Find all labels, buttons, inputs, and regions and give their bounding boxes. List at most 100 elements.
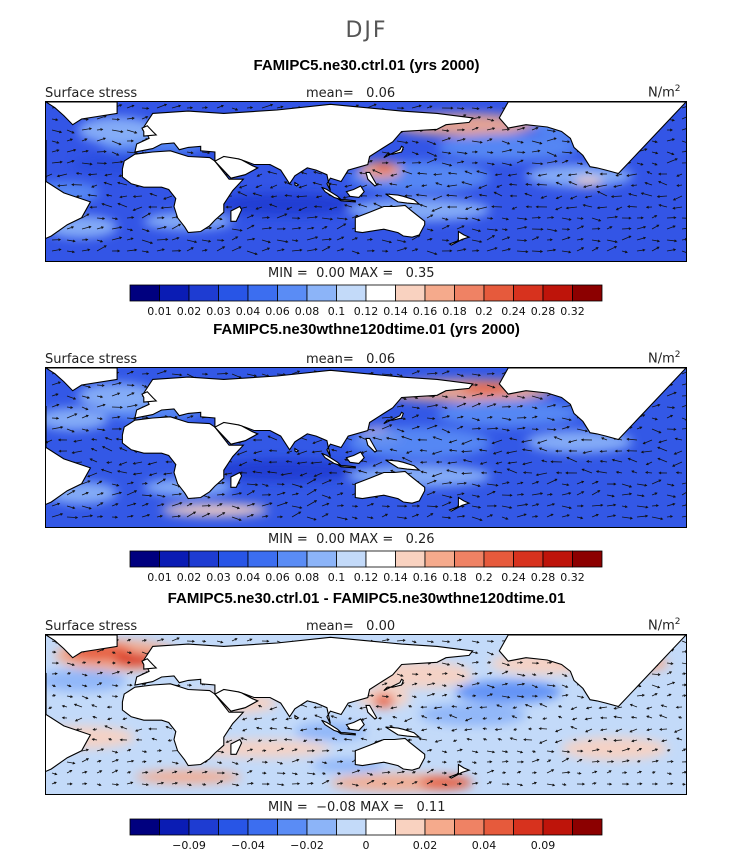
wind-vector-head <box>536 481 540 484</box>
wind-vector <box>432 206 443 212</box>
wind-vector <box>239 184 248 189</box>
wind-vector-head <box>314 738 318 742</box>
wind-vector-head <box>120 160 124 164</box>
wind-vector <box>296 195 308 198</box>
colorbar-box <box>247 550 278 568</box>
wind-vector-head <box>56 416 60 420</box>
wind-vector-head <box>600 503 604 507</box>
wind-vector <box>631 184 638 187</box>
wind-vector-head <box>522 126 526 130</box>
wind-vector-head <box>313 705 317 709</box>
wind-vector-head <box>496 704 500 707</box>
wind-vector-head <box>445 217 449 221</box>
wind-vector <box>508 173 518 176</box>
land-madagascar <box>230 738 243 755</box>
wind-vector <box>291 759 299 763</box>
wind-vector <box>501 217 509 220</box>
panel-1-map <box>45 101 687 262</box>
colorbar-box <box>129 818 160 836</box>
wind-vector <box>156 503 164 507</box>
wind-vector-head <box>505 682 509 686</box>
wind-vector-head <box>434 252 438 255</box>
wind-vector-head <box>506 128 510 131</box>
wind-vector-head <box>91 185 95 188</box>
panel-1-units: N/m2 <box>648 84 681 100</box>
wind-vector-head <box>148 473 152 477</box>
wind-vector-head <box>511 207 515 210</box>
wind-vector-head <box>658 204 662 207</box>
land-australia <box>354 204 426 238</box>
wind-vector <box>126 760 134 763</box>
wind-vector <box>90 458 98 463</box>
wind-vector-head <box>521 448 526 452</box>
wind-vector <box>46 173 53 178</box>
wind-vector <box>311 461 323 464</box>
wind-vector-head <box>432 692 436 696</box>
panel-2-units-sup: 2 <box>674 350 681 360</box>
wind-vector-head <box>672 681 676 685</box>
wind-vector <box>96 128 103 131</box>
wind-vector <box>316 195 323 198</box>
wind-vector <box>386 437 398 441</box>
wind-vector <box>681 405 686 408</box>
wind-vector-head <box>640 192 644 195</box>
wind-vector-head <box>628 192 632 196</box>
wind-vector-head <box>87 480 91 483</box>
land-africa <box>121 683 245 767</box>
wind-vector-head <box>103 150 107 153</box>
wind-vector <box>516 493 524 496</box>
wind-vector-head <box>464 151 468 155</box>
wind-vector-head <box>586 460 590 463</box>
wind-vector-head <box>506 468 510 472</box>
wind-vector-head <box>572 738 576 742</box>
wind-vector-head <box>219 503 223 506</box>
wind-vector <box>81 749 89 752</box>
wind-vector-head <box>283 726 287 730</box>
panel-1-mean-label: mean= <box>306 86 354 101</box>
wind-vector <box>494 471 503 474</box>
colorbar-box <box>306 818 337 836</box>
wind-vector-head <box>585 729 589 733</box>
wind-vector-head <box>315 236 319 239</box>
wind-vector-head <box>436 716 440 720</box>
wind-vector-head <box>568 449 572 453</box>
wind-vector <box>600 450 608 452</box>
wind-vector <box>404 717 413 722</box>
wind-vector-head <box>535 205 539 209</box>
wind-vector <box>673 195 683 201</box>
wind-vector-head <box>102 403 106 407</box>
wind-vector-head <box>508 183 512 186</box>
wind-vector <box>87 472 98 478</box>
wind-vector <box>628 458 638 463</box>
wind-vector <box>591 217 601 222</box>
wind-vector-head <box>164 103 168 107</box>
wind-vector-head <box>118 174 122 178</box>
wind-vector-head <box>158 749 162 753</box>
wind-vector <box>585 728 593 733</box>
wind-vector-head <box>626 759 630 763</box>
wind-vector-head <box>99 480 103 484</box>
wind-vector-head <box>389 424 393 427</box>
wind-vector <box>231 373 242 379</box>
wind-vector-head <box>119 738 123 742</box>
wind-vector <box>591 504 603 507</box>
wind-vector-head <box>611 494 615 498</box>
wind-vector <box>246 224 255 230</box>
wind-vector <box>471 107 479 110</box>
colorbar-box <box>336 284 367 302</box>
wind-vector-head <box>415 248 419 251</box>
wind-vector-head <box>542 717 546 720</box>
wind-vector-head <box>270 195 274 199</box>
wind-vector-head <box>313 478 317 482</box>
wind-vector-head <box>100 128 104 131</box>
wind-vector-head <box>159 514 163 518</box>
panel-2-max-label: MAX = <box>349 532 394 547</box>
wind-vector <box>621 748 630 752</box>
wind-vector-head <box>344 458 348 462</box>
wind-vector-head <box>252 237 256 241</box>
wind-vector <box>554 436 563 441</box>
wind-vector-head <box>429 237 433 241</box>
panel-2-min-label: MIN = <box>268 532 308 547</box>
wind-vector <box>51 503 60 507</box>
wind-vector-head <box>253 374 258 378</box>
